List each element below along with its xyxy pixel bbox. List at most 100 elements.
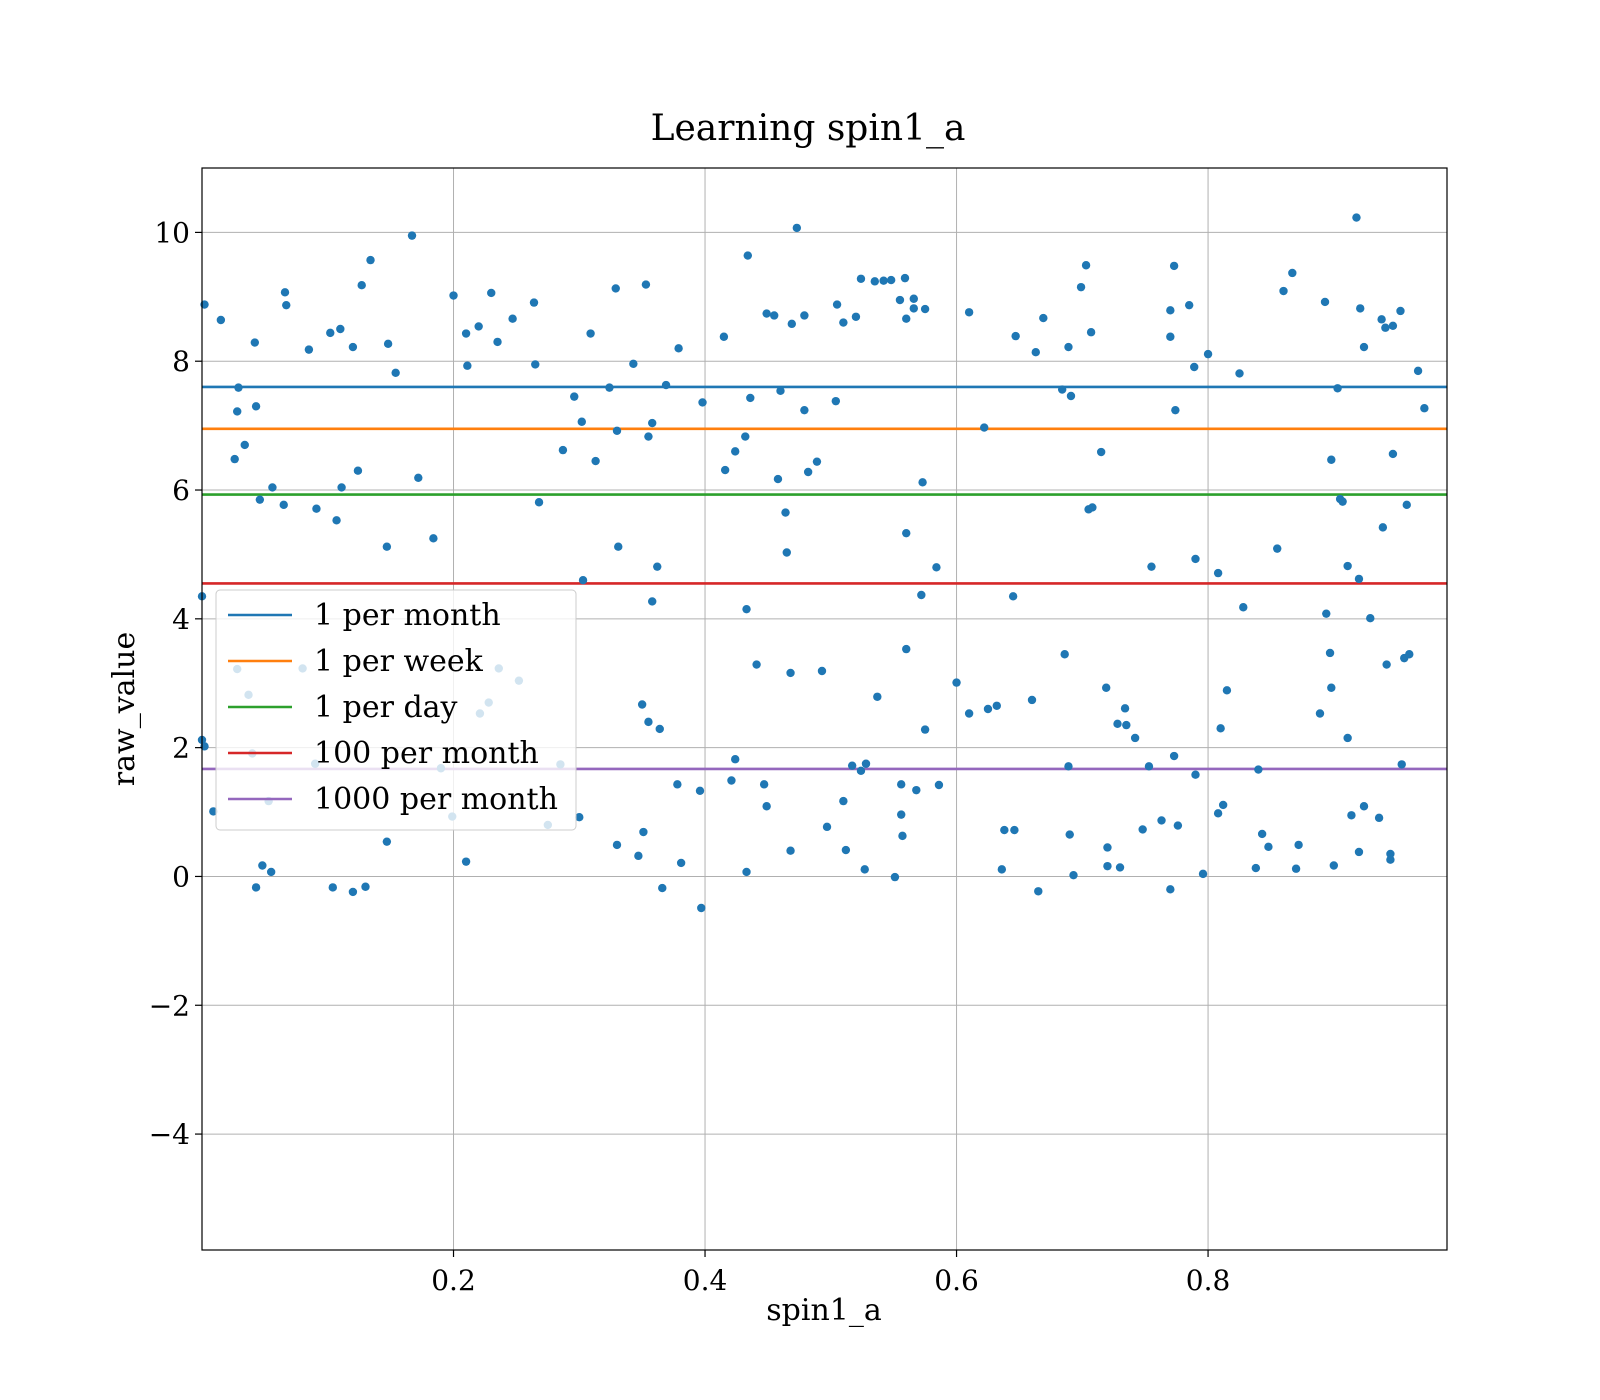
data-point [742,867,751,877]
data-point [902,528,911,538]
data-point [250,338,260,347]
data-point [234,383,243,392]
data-point [1171,405,1180,415]
data-point [487,288,496,298]
data-point [1257,829,1267,839]
data-point [1239,603,1248,612]
data-point [1157,816,1166,825]
data-point [629,359,638,368]
data-point [803,467,813,477]
legend-label: 1000 per month [314,782,558,817]
data-point [1279,286,1288,296]
data-point [1366,613,1375,623]
data-point [1066,391,1076,401]
data-point [992,701,1001,710]
data-point [1198,869,1208,879]
data-point [382,542,392,551]
x-axis-ticks: 0.2 0.4 0.6 0.8 [431,1250,1230,1297]
data-point [983,704,993,714]
data-point [461,857,471,866]
data-point [1213,809,1223,818]
y-tick-label: 0 [172,860,190,893]
data-point [841,845,851,855]
data-point [839,796,848,806]
data-point [787,319,797,329]
data-point [612,426,622,435]
x-tick-label: 0.2 [431,1264,476,1297]
data-point [762,309,771,318]
data-point [280,288,290,297]
data-point [605,383,614,392]
x-axis-label: spin1_a [766,1293,882,1328]
data-point [898,831,907,841]
y-tick-label: 2 [172,732,190,765]
data-point [348,887,358,897]
data-point [282,300,291,310]
data-point [1359,802,1369,811]
data-point [674,344,683,353]
data-point [1122,720,1131,730]
data-point [856,766,866,776]
data-point [644,717,653,727]
data-point [741,432,750,441]
data-point [644,432,653,441]
x-tick-label: 0.6 [934,1264,979,1297]
x-tick-label: 0.8 [1186,1264,1231,1297]
data-point [759,780,769,789]
data-point [800,311,809,320]
data-point [266,867,276,877]
data-point [782,548,791,557]
data-point [1359,342,1369,352]
data-point [912,785,921,795]
data-point [304,345,314,354]
data-point [1333,384,1342,393]
data-point [461,329,471,338]
data-point [1166,306,1175,315]
data-point [655,724,664,734]
data-point [1405,650,1414,659]
data-point [1065,830,1074,839]
data-point [934,780,944,790]
data-point [1169,751,1179,761]
data-point [886,275,896,285]
data-point [897,810,906,819]
data-point [578,575,588,585]
data-point [873,692,882,701]
data-point [781,508,790,517]
data-point [529,298,539,307]
data-point [233,407,242,416]
data-point [731,755,740,764]
data-point [1397,760,1406,769]
data-point [449,291,458,300]
data-point [1386,849,1395,859]
data-point [1057,385,1067,394]
data-point [312,504,321,513]
data-point [964,308,974,317]
data-point [1034,887,1043,896]
data-point [1103,843,1112,852]
data-point [570,392,579,401]
data-point [251,402,261,411]
data-point [1381,323,1390,332]
legend-box [215,589,577,831]
data-point [1388,321,1398,330]
data-point [251,883,261,892]
data-point [1264,842,1273,852]
data-point [743,251,752,260]
data-point [337,483,346,492]
data-point [900,273,910,283]
data-point [918,478,927,487]
data-point [255,495,265,504]
data-point [776,386,785,396]
data-points [197,213,1429,913]
data-point [216,315,226,325]
data-point [1184,300,1194,310]
data-point [1203,349,1213,359]
data-point [769,311,779,320]
data-point [653,562,662,571]
data-point [698,398,707,407]
data-point [1088,503,1097,512]
data-point [1101,683,1111,692]
data-point [786,846,795,855]
data-point [720,465,730,475]
